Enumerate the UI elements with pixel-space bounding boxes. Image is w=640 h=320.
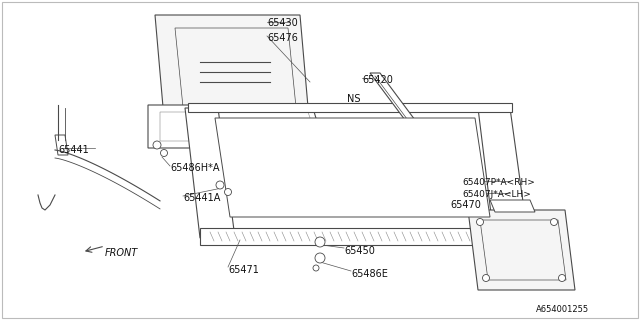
Circle shape bbox=[477, 219, 483, 226]
Polygon shape bbox=[468, 210, 575, 290]
Text: 65486E: 65486E bbox=[351, 269, 388, 279]
Text: 65470: 65470 bbox=[450, 200, 481, 210]
Text: 65450: 65450 bbox=[344, 246, 375, 256]
Circle shape bbox=[153, 141, 161, 149]
Polygon shape bbox=[480, 220, 566, 280]
Text: 65486H*A: 65486H*A bbox=[170, 163, 220, 173]
Polygon shape bbox=[200, 228, 528, 245]
Text: 65441A: 65441A bbox=[183, 193, 220, 203]
Polygon shape bbox=[185, 108, 235, 238]
Circle shape bbox=[483, 275, 490, 282]
Circle shape bbox=[313, 265, 319, 271]
Text: NS: NS bbox=[347, 94, 360, 104]
Polygon shape bbox=[55, 135, 68, 155]
Polygon shape bbox=[148, 105, 325, 148]
Text: FRONT: FRONT bbox=[105, 248, 138, 258]
Polygon shape bbox=[478, 108, 528, 238]
Text: A654001255: A654001255 bbox=[536, 305, 589, 314]
Text: 65441: 65441 bbox=[58, 145, 89, 155]
Text: 65420: 65420 bbox=[362, 75, 393, 85]
Polygon shape bbox=[155, 15, 310, 130]
Circle shape bbox=[550, 219, 557, 226]
Circle shape bbox=[315, 237, 325, 247]
Circle shape bbox=[559, 275, 566, 282]
Polygon shape bbox=[160, 112, 318, 141]
Polygon shape bbox=[188, 103, 512, 112]
Polygon shape bbox=[175, 28, 297, 117]
Circle shape bbox=[225, 188, 232, 196]
Circle shape bbox=[216, 181, 224, 189]
Polygon shape bbox=[490, 200, 535, 212]
Text: 65407J*A<LH>: 65407J*A<LH> bbox=[462, 190, 531, 199]
Polygon shape bbox=[188, 105, 508, 230]
Text: 65476: 65476 bbox=[267, 33, 298, 43]
Circle shape bbox=[161, 149, 168, 156]
Text: 65430: 65430 bbox=[267, 18, 298, 28]
Text: 65471: 65471 bbox=[228, 265, 259, 275]
Polygon shape bbox=[370, 73, 415, 120]
Polygon shape bbox=[215, 118, 490, 217]
Text: 65407P*A<RH>: 65407P*A<RH> bbox=[462, 178, 535, 187]
Circle shape bbox=[315, 253, 325, 263]
